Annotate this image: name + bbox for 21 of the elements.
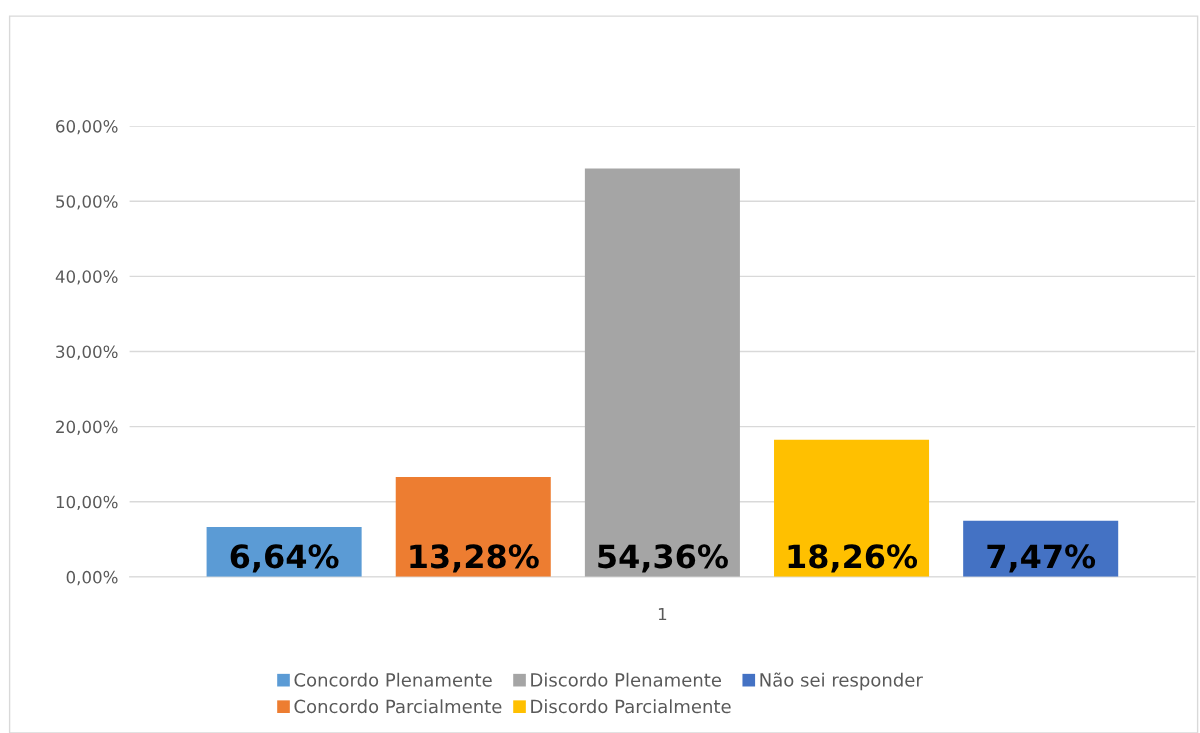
legend-label: Discordo Parcialmente [531, 699, 731, 714]
data-label: 18,26% [788, 544, 918, 573]
legend-label: Concordo Plenamente [294, 672, 492, 687]
data-label: 7,47% [987, 544, 1096, 573]
y-tick-label: 40,00% [55, 270, 118, 285]
y-tick-label: 50,00% [56, 195, 118, 210]
legend-label: Não sei responder [760, 672, 923, 691]
data-label: 54,36% [598, 544, 728, 573]
bar [774, 439, 930, 577]
x-tick-label: 1 [658, 607, 667, 621]
data-label: 13,28% [410, 544, 539, 573]
y-tick-label: 20,00% [56, 420, 118, 435]
y-tick-label: 0,00% [66, 570, 118, 586]
bar [584, 168, 740, 577]
bar [395, 477, 551, 577]
y-tick-label: 10,00% [56, 495, 118, 511]
y-tick-label: 30,00% [56, 345, 118, 360]
y-tick-label: 60,00% [56, 120, 118, 135]
legend-label: Concordo Parcialmente [294, 699, 502, 714]
legend-label: Discordo Plenamente [531, 672, 721, 687]
data-label: 6,64% [230, 544, 339, 573]
